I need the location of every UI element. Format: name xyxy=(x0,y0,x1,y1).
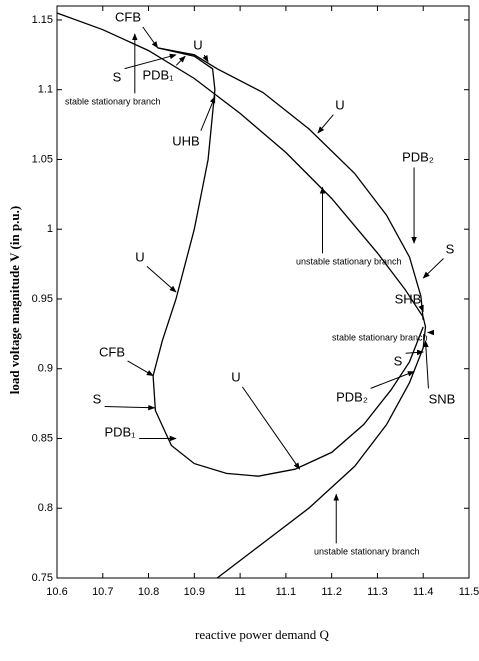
curve xyxy=(157,47,424,320)
x-tick-label: 11.1 xyxy=(276,586,297,598)
annotation: unstable stationary branch xyxy=(314,546,420,556)
y-tick-label: 0.9 xyxy=(38,363,53,375)
annotation: CFB xyxy=(99,344,125,359)
annotation-arrow xyxy=(127,360,154,377)
x-tick-label: 11.5 xyxy=(459,586,479,598)
y-tick-label: 1.1 xyxy=(38,84,53,96)
annotation: stable stationary branch xyxy=(65,96,161,106)
annotation: S xyxy=(113,69,122,84)
y-tick-label: 0.85 xyxy=(32,432,53,444)
annotation: SNB xyxy=(429,391,456,406)
annotation-arrow xyxy=(405,349,424,356)
annotation: S xyxy=(394,353,403,368)
y-tick-label: 0.8 xyxy=(38,502,53,514)
y-tick-label: 0.95 xyxy=(32,293,53,305)
annotation: UHB xyxy=(172,133,199,148)
y-tick-label: 1.15 xyxy=(32,14,53,26)
annotation: CFB xyxy=(115,9,141,24)
annotation-arrow xyxy=(317,114,334,134)
annotation-arrow xyxy=(423,340,429,389)
x-tick-label: 10.7 xyxy=(92,586,113,598)
curve xyxy=(56,12,427,579)
annotation: S xyxy=(446,241,455,256)
annotation: PDB₁ xyxy=(104,424,136,439)
annotation: S xyxy=(93,391,102,406)
annotation: U xyxy=(193,37,202,52)
annotation: PDB₂ xyxy=(402,149,434,164)
annotation: U xyxy=(231,369,240,384)
x-tick-label: 11.3 xyxy=(367,586,388,598)
x-tick-label: 11 xyxy=(234,586,245,598)
x-tick-label: 11.2 xyxy=(321,586,342,598)
annotation-arrow xyxy=(124,53,177,70)
annotation: stable stationary branch xyxy=(332,332,428,342)
annotation: U xyxy=(335,97,344,112)
x-axis-label: reactive power demand Q xyxy=(195,627,330,642)
annotation: PDB₁ xyxy=(142,67,174,82)
x-tick-label: 11.4 xyxy=(413,586,434,598)
plot-frame xyxy=(56,5,470,579)
y-axis-label: load voltage magnitude V (in p.u.) xyxy=(7,206,22,394)
annotation-arrow xyxy=(146,266,177,293)
y-tick-label: 0.75 xyxy=(32,572,53,584)
annotation-arrow xyxy=(241,386,301,470)
annotation-arrow xyxy=(175,55,186,66)
annotation: unstable stationary branch xyxy=(296,256,402,266)
annotation-arrow xyxy=(202,54,209,63)
x-tick-label: 10.9 xyxy=(184,586,205,598)
annotation: PDB₂ xyxy=(336,389,368,404)
annotation-arrow xyxy=(422,258,444,279)
annotation-arrow xyxy=(418,304,424,313)
x-tick-label: 10.8 xyxy=(138,586,159,598)
annotation: U xyxy=(135,249,144,264)
annotation-arrow xyxy=(142,26,159,49)
annotation-arrow xyxy=(104,404,156,411)
annotation-arrow xyxy=(200,96,216,131)
x-tick-label: 10.6 xyxy=(46,586,67,598)
annotation: SHB xyxy=(395,291,422,306)
y-tick-label: 1.05 xyxy=(32,153,53,165)
y-tick-label: 1 xyxy=(47,223,53,235)
annotation-arrow xyxy=(370,371,415,389)
